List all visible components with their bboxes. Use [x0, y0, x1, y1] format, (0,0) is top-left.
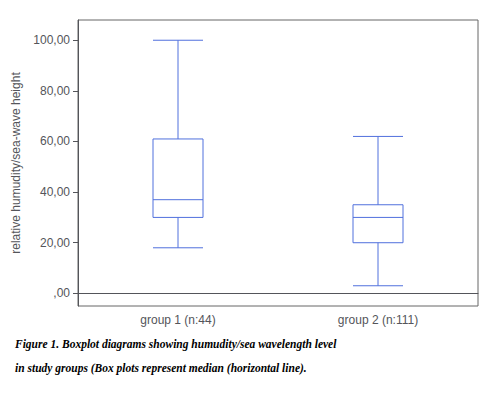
- svg-text:,00: ,00: [53, 286, 70, 300]
- svg-text:100,00: 100,00: [33, 33, 70, 47]
- svg-text:Figure 1. Boxplot diagrams sho: Figure 1. Boxplot diagrams showing humud…: [14, 338, 337, 351]
- svg-text:group 1 (n:44): group 1 (n:44): [140, 313, 215, 327]
- svg-text:60,00: 60,00: [40, 134, 70, 148]
- svg-text:80,00: 80,00: [40, 84, 70, 98]
- svg-text:20,00: 20,00: [40, 236, 70, 250]
- svg-text:in study groups (Box plots rep: in study groups (Box plots represent med…: [15, 362, 307, 375]
- svg-text:group 2 (n:111): group 2 (n:111): [338, 313, 418, 327]
- svg-text:relative humudity/sea-wave hei: relative humudity/sea-wave height: [9, 72, 23, 254]
- svg-text:40,00: 40,00: [40, 185, 70, 199]
